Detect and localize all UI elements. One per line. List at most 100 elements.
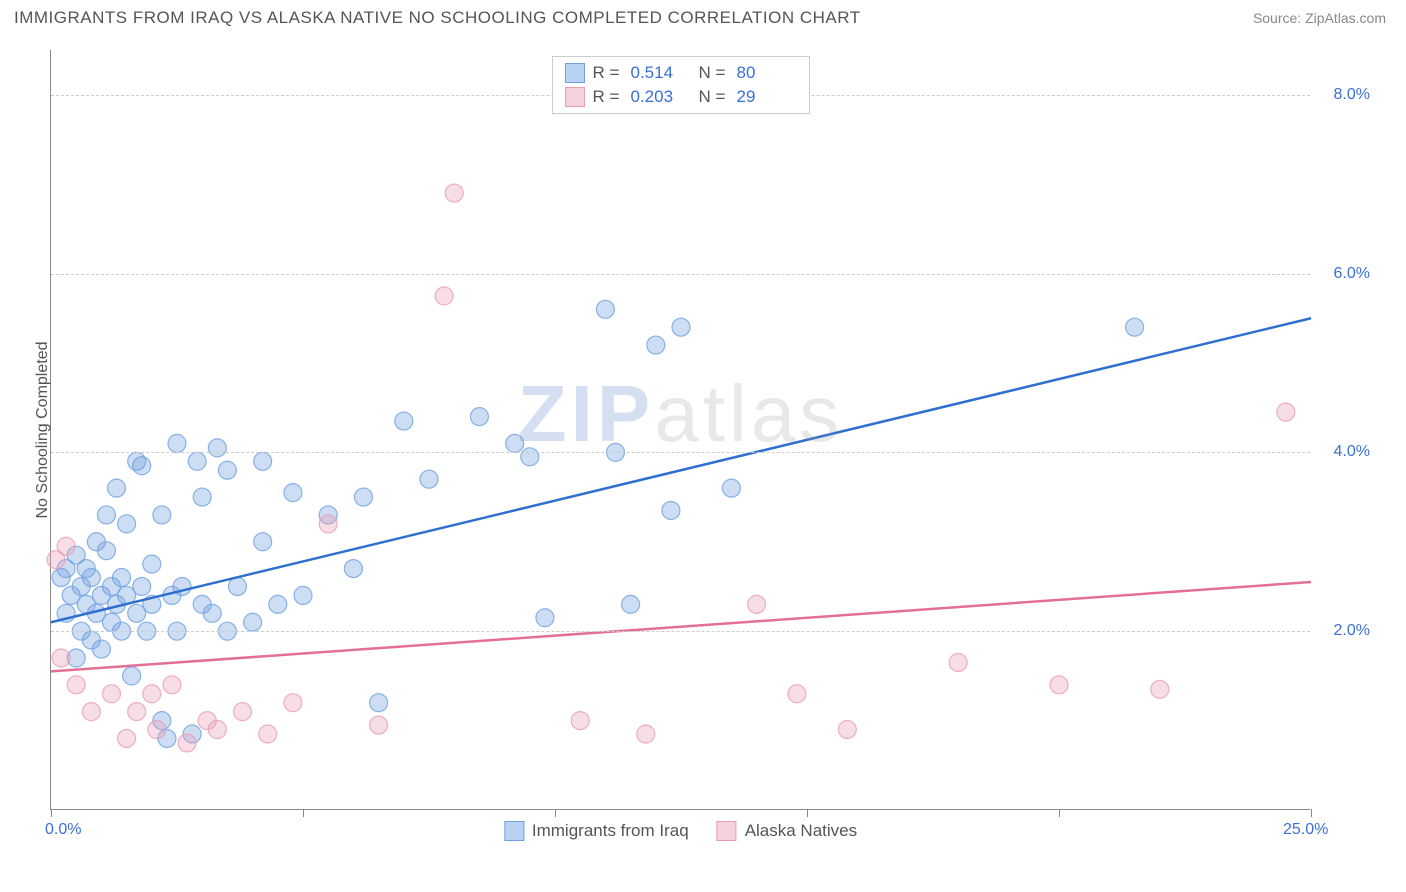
- data-point: [178, 734, 196, 752]
- data-point: [82, 569, 100, 587]
- x-tick: [1311, 809, 1312, 817]
- data-point: [133, 457, 151, 475]
- data-point: [395, 412, 413, 430]
- trend-line: [51, 318, 1311, 622]
- x-tick: [807, 809, 808, 817]
- plot-area: No Schooling Completed ZIPatlas R = 0.51…: [50, 50, 1310, 810]
- legend-stats: R = 0.514 N = 80 R = 0.203 N = 29: [552, 56, 810, 114]
- data-point: [470, 408, 488, 426]
- data-point: [97, 542, 115, 560]
- data-point: [234, 703, 252, 721]
- chart-title: IMMIGRANTS FROM IRAQ VS ALASKA NATIVE NO…: [14, 8, 861, 28]
- data-point: [133, 577, 151, 595]
- data-point: [1126, 318, 1144, 336]
- x-tick: [555, 809, 556, 817]
- gridline-h: [51, 274, 1310, 275]
- data-point: [148, 721, 166, 739]
- data-point: [284, 694, 302, 712]
- data-point: [52, 649, 70, 667]
- data-point: [637, 725, 655, 743]
- data-point: [254, 533, 272, 551]
- plot-svg: [51, 50, 1310, 809]
- legend-series: Immigrants from Iraq Alaska Natives: [504, 821, 857, 841]
- data-point: [949, 653, 967, 671]
- data-point: [118, 515, 136, 533]
- data-point: [203, 604, 221, 622]
- data-point: [153, 506, 171, 524]
- data-point: [344, 560, 362, 578]
- data-point: [445, 184, 463, 202]
- data-point: [536, 609, 554, 627]
- data-point: [319, 515, 337, 533]
- legend-stats-row-0: R = 0.514 N = 80: [565, 61, 797, 85]
- data-point: [102, 685, 120, 703]
- data-point: [218, 461, 236, 479]
- data-point: [57, 537, 75, 555]
- data-point: [208, 721, 226, 739]
- data-point: [788, 685, 806, 703]
- data-point: [1050, 676, 1068, 694]
- data-point: [163, 676, 181, 694]
- data-point: [97, 506, 115, 524]
- legend-stats-row-1: R = 0.203 N = 29: [565, 85, 797, 109]
- data-point: [1151, 680, 1169, 698]
- data-point: [244, 613, 262, 631]
- legend-series-swatch-1: [717, 821, 737, 841]
- data-point: [259, 725, 277, 743]
- data-point: [622, 595, 640, 613]
- x-tick: [303, 809, 304, 817]
- data-point: [208, 439, 226, 457]
- data-point: [420, 470, 438, 488]
- data-point: [370, 694, 388, 712]
- data-point: [108, 479, 126, 497]
- data-point: [67, 676, 85, 694]
- x-tick-label: 0.0%: [45, 821, 81, 839]
- data-point: [647, 336, 665, 354]
- data-point: [128, 703, 146, 721]
- data-point: [521, 448, 539, 466]
- gridline-h: [51, 631, 1310, 632]
- data-point: [672, 318, 690, 336]
- data-point: [269, 595, 287, 613]
- y-tick-label: 6.0%: [1334, 265, 1370, 283]
- data-point: [123, 667, 141, 685]
- data-point: [571, 712, 589, 730]
- legend-series-item-1: Alaska Natives: [717, 821, 857, 841]
- data-point: [254, 452, 272, 470]
- legend-series-swatch-0: [504, 821, 524, 841]
- data-point: [370, 716, 388, 734]
- data-point: [168, 434, 186, 452]
- data-point: [596, 300, 614, 318]
- y-tick-label: 2.0%: [1334, 622, 1370, 640]
- data-point: [748, 595, 766, 613]
- data-point: [284, 484, 302, 502]
- data-point: [722, 479, 740, 497]
- data-point: [118, 729, 136, 747]
- data-point: [838, 721, 856, 739]
- y-tick-label: 8.0%: [1334, 86, 1370, 104]
- y-tick-label: 4.0%: [1334, 443, 1370, 461]
- source-attribution: Source: ZipAtlas.com: [1253, 10, 1386, 26]
- data-point: [143, 685, 161, 703]
- data-point: [294, 586, 312, 604]
- data-point: [188, 452, 206, 470]
- data-point: [435, 287, 453, 305]
- x-tick: [1059, 809, 1060, 817]
- data-point: [354, 488, 372, 506]
- legend-series-item-0: Immigrants from Iraq: [504, 821, 689, 841]
- data-point: [82, 703, 100, 721]
- chart-header: IMMIGRANTS FROM IRAQ VS ALASKA NATIVE NO…: [0, 0, 1406, 32]
- data-point: [113, 569, 131, 587]
- y-axis-label: No Schooling Completed: [34, 341, 52, 518]
- source-link[interactable]: ZipAtlas.com: [1305, 10, 1386, 26]
- data-point: [143, 555, 161, 573]
- legend-swatch-1: [565, 87, 585, 107]
- x-tick-label: 25.0%: [1283, 821, 1328, 839]
- gridline-h: [51, 452, 1310, 453]
- data-point: [1277, 403, 1295, 421]
- data-point: [662, 501, 680, 519]
- data-point: [92, 640, 110, 658]
- x-tick: [51, 809, 52, 817]
- data-point: [228, 577, 246, 595]
- data-point: [193, 488, 211, 506]
